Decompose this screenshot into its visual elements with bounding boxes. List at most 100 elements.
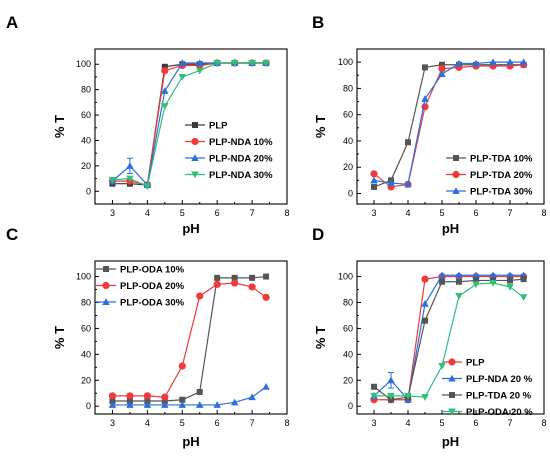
data-point: [126, 162, 134, 169]
data-point: [438, 70, 446, 77]
legend-marker: [192, 122, 198, 128]
data-point: [196, 292, 204, 300]
x-tick-label: 3: [110, 418, 115, 428]
x-tick-label: 8: [284, 208, 289, 218]
x-tick-label: 3: [110, 208, 115, 218]
legend-marker: [191, 171, 199, 179]
series-line: [374, 275, 524, 401]
legend-entry: PLP-NDA 30%: [185, 170, 273, 181]
legend-label: PLP-NDA 30%: [209, 170, 273, 181]
y-tick-label: 40: [343, 349, 353, 359]
x-axis-label: pH: [182, 434, 199, 449]
series-plp-oda-30-: [108, 383, 270, 408]
series-plp-nda-30-: [108, 59, 270, 190]
legend-entry: PLP-ODA 20 %: [442, 407, 533, 418]
data-point: [231, 279, 239, 287]
data-point: [404, 392, 412, 400]
data-point: [248, 283, 256, 291]
legend-entry: PLP-TDA 20%: [446, 170, 533, 181]
data-point: [143, 392, 151, 400]
panel-letter: A: [6, 13, 18, 32]
x-tick-label: 7: [250, 418, 255, 428]
data-point: [371, 383, 377, 390]
legend-label: PLP-TDA 20 %: [466, 391, 532, 402]
data-point: [489, 280, 497, 287]
x-tick-label: 7: [507, 208, 512, 218]
series-plp-oda-10-: [109, 273, 270, 405]
legend-entry: PLP-ODA 10%: [96, 265, 185, 276]
data-point: [387, 376, 395, 384]
data-point: [421, 300, 429, 307]
x-tick-label: 7: [507, 418, 512, 428]
legend-entry: PLP: [442, 358, 485, 369]
data-point: [439, 61, 445, 68]
data-point: [507, 277, 513, 284]
data-point: [519, 58, 528, 66]
data-point: [143, 401, 152, 408]
data-point: [230, 59, 239, 67]
data-point: [126, 392, 134, 400]
data-point: [178, 73, 187, 81]
legend-marker: [191, 154, 199, 161]
legend-label: PLP-TDA 10%: [470, 154, 533, 165]
data-point: [214, 274, 221, 281]
x-tick-label: 8: [284, 418, 289, 428]
series-line: [112, 62, 267, 186]
series-line: [112, 62, 267, 187]
data-point: [195, 401, 204, 408]
legend-label: PLP: [209, 121, 228, 132]
plot-frame: [94, 48, 288, 205]
data-point: [489, 58, 497, 66]
series-line: [373, 64, 524, 188]
y-tick-label: 0: [348, 188, 353, 198]
y-tick-label: 100: [76, 272, 91, 282]
legend-entry: PLP: [185, 121, 228, 132]
legend-label: PLP: [466, 358, 485, 369]
legend-marker: [102, 281, 110, 290]
plot-frame: [356, 260, 545, 415]
data-point: [506, 271, 514, 279]
data-point: [230, 398, 239, 406]
data-point: [262, 293, 270, 301]
data-point: [370, 170, 378, 178]
data-point: [263, 273, 270, 280]
y-tick-label: 100: [338, 57, 353, 67]
y-tick-label: 80: [343, 83, 353, 93]
data-point: [143, 183, 152, 190]
legend-label: PLP-ODA 10%: [120, 265, 185, 276]
x-tick-label: 5: [180, 418, 185, 428]
data-point: [421, 394, 429, 401]
data-point: [472, 59, 480, 67]
legend-marker: [452, 187, 460, 194]
data-point: [161, 393, 169, 401]
y-tick-label: 40: [81, 135, 91, 145]
data-point: [248, 393, 256, 401]
series-line: [112, 275, 267, 402]
series-plp-tda-30-: [370, 58, 528, 188]
x-axis-label: pH: [182, 221, 199, 236]
data-point: [249, 274, 256, 281]
data-point: [506, 58, 514, 66]
y-tick-label: 60: [81, 323, 91, 333]
data-point: [178, 59, 187, 66]
data-point: [195, 67, 204, 75]
data-point: [161, 398, 168, 405]
series-line: [373, 61, 524, 185]
x-tick-label: 5: [439, 418, 444, 428]
data-point: [519, 294, 528, 302]
data-point: [489, 271, 497, 279]
data-point: [370, 176, 378, 184]
legend-entry: PLP-TDA 20 %: [442, 391, 532, 402]
legend-entry: PLP-ODA 30%: [96, 298, 185, 309]
y-tick-label: 20: [81, 161, 91, 171]
y-tick-label: 40: [343, 136, 353, 146]
x-axis-label: pH: [442, 434, 459, 449]
legend-label: PLP-NDA 10%: [209, 137, 273, 148]
x-tick-label: 6: [215, 418, 220, 428]
legend-entry: PLP-NDA 20%: [185, 154, 273, 165]
data-point: [371, 183, 377, 190]
legend-label: PLP-NDA 20%: [209, 154, 273, 165]
data-point: [231, 274, 238, 281]
